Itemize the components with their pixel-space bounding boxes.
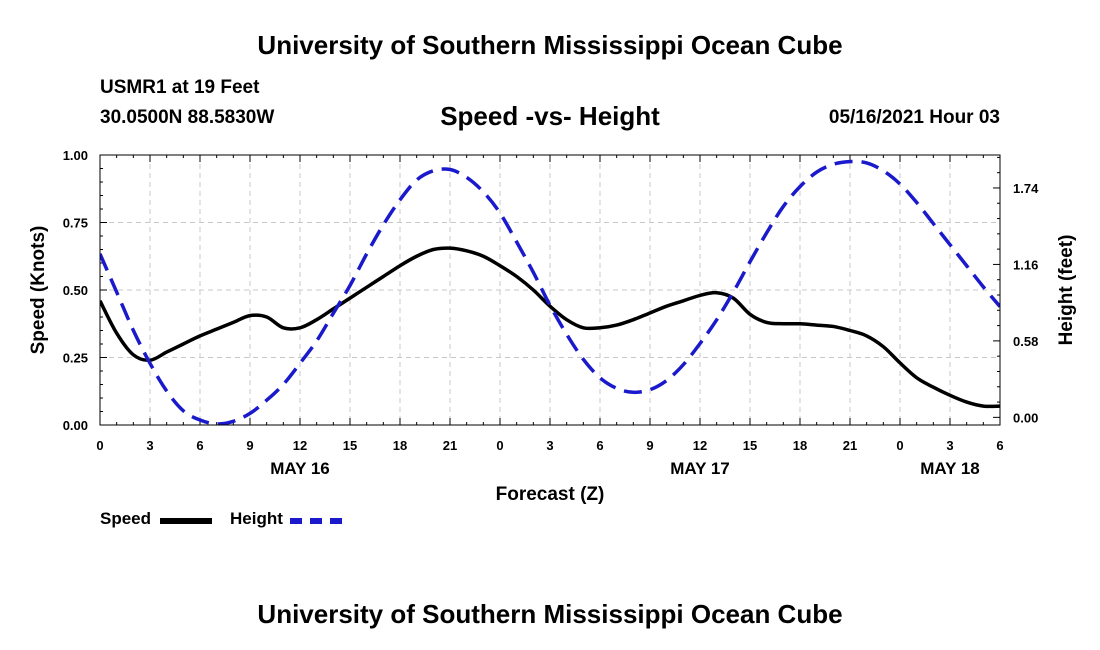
x-tick-label: 6 <box>596 438 603 453</box>
station-label: USMR1 at 19 Feet <box>100 77 260 98</box>
page-title: University of Southern Mississippi Ocean… <box>257 30 843 60</box>
y2-tick-label: 0.58 <box>1013 334 1038 349</box>
x-tick-label: 15 <box>743 438 757 453</box>
legend-speed-label: Speed <box>100 509 152 528</box>
footer-title: University of Southern Mississippi Ocean… <box>257 599 843 629</box>
x-tick-label: 0 <box>96 438 103 453</box>
legend-speed-swatch <box>160 518 212 524</box>
datetime-label: 05/16/2021 Hour 03 <box>828 107 1000 128</box>
x-tick-label: 6 <box>196 438 203 453</box>
x-tick-label: 21 <box>443 438 457 453</box>
coordinates-label: 30.0500N 88.5830W <box>100 107 275 128</box>
y-tick-label: 1.00 <box>63 148 88 163</box>
x-tick-label: 0 <box>496 438 503 453</box>
y2-tick-label: 1.74 <box>1013 181 1039 196</box>
date-label: MAY 18 <box>920 459 980 478</box>
x-tick-label: 18 <box>393 438 407 453</box>
x-tick-label: 9 <box>646 438 653 453</box>
x-tick-label: 3 <box>946 438 953 453</box>
y-tick-label: 0.50 <box>63 283 88 298</box>
y2-tick-label: 1.16 <box>1013 257 1038 272</box>
x-tick-label: 15 <box>343 438 357 453</box>
x-tick-label: 9 <box>246 438 253 453</box>
x-tick-label: 12 <box>293 438 307 453</box>
y-tick-label: 0.00 <box>63 418 88 433</box>
x-axis-title: Forecast (Z) <box>496 484 605 505</box>
y-tick-label: 0.25 <box>63 351 88 366</box>
legend-height-swatch <box>290 518 342 524</box>
plot-frame <box>99 154 1001 426</box>
y-tick-label: 0.75 <box>63 216 88 231</box>
height-series-line <box>100 159 1000 425</box>
x-tick-label: 21 <box>843 438 857 453</box>
x-tick-label: 12 <box>693 438 707 453</box>
speed-series-line <box>100 246 1000 409</box>
y-axis-title: Speed (Knots) <box>28 226 49 355</box>
x-tick-label: 3 <box>546 438 553 453</box>
date-label: MAY 17 <box>670 459 730 478</box>
y2-axis-title: Height (feet) <box>1056 235 1077 346</box>
date-label: MAY 16 <box>270 459 330 478</box>
x-tick-label: 18 <box>793 438 807 453</box>
x-tick-label: 6 <box>996 438 1003 453</box>
x-tick-label: 0 <box>896 438 903 453</box>
x-tick-label: 3 <box>146 438 153 453</box>
y2-tick-label: 0.00 <box>1013 410 1038 425</box>
legend-height-label: Height <box>230 509 283 528</box>
chart-subtitle: Speed -vs- Height <box>440 101 660 131</box>
